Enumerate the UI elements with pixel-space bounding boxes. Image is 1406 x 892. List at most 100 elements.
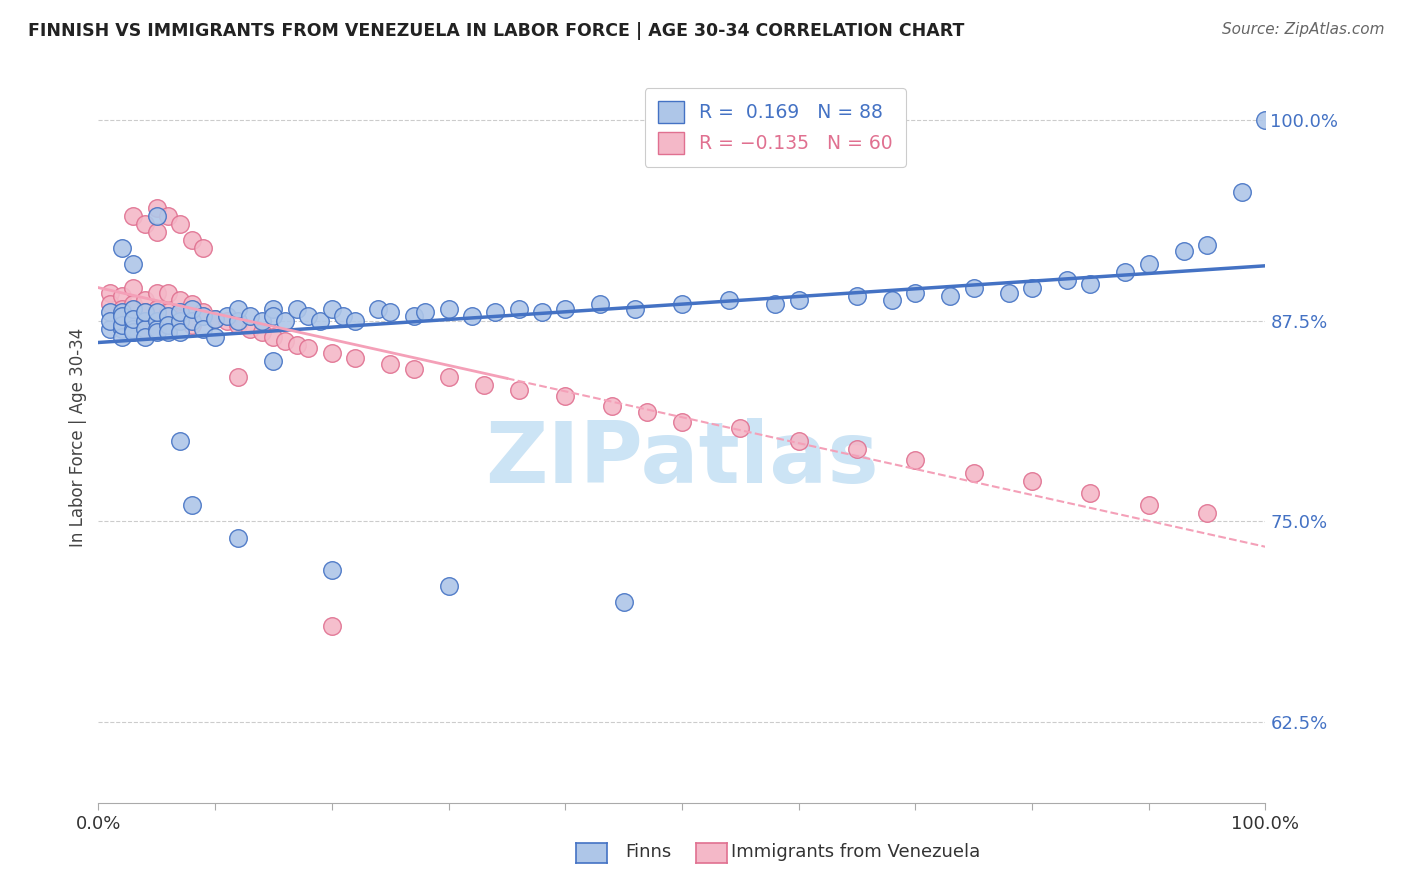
Point <box>111 318 134 333</box>
Point <box>134 293 156 307</box>
Text: ZIPatlas: ZIPatlas <box>485 417 879 500</box>
Text: Source: ZipAtlas.com: Source: ZipAtlas.com <box>1222 22 1385 37</box>
Point <box>204 329 226 343</box>
Point <box>239 321 262 335</box>
Point <box>122 281 145 295</box>
Legend: R =  0.169   N = 88, R = −0.135   N = 60: R = 0.169 N = 88, R = −0.135 N = 60 <box>645 88 905 167</box>
Point <box>193 241 215 255</box>
Point <box>157 209 180 223</box>
Point <box>180 499 202 513</box>
Point <box>111 329 134 343</box>
Point <box>880 293 903 307</box>
Point <box>763 297 786 311</box>
Point <box>787 434 810 449</box>
Point <box>169 313 191 327</box>
Point <box>169 305 191 319</box>
Point <box>228 302 250 317</box>
Point <box>146 209 169 223</box>
Point <box>134 305 156 319</box>
Point <box>1114 265 1136 279</box>
Point <box>321 345 343 359</box>
Point <box>600 399 623 413</box>
Point <box>508 302 530 317</box>
Point <box>461 309 484 323</box>
Point <box>250 313 273 327</box>
Point <box>285 337 308 351</box>
Point <box>146 201 169 215</box>
Point <box>122 313 145 327</box>
Point <box>169 217 191 231</box>
Point <box>437 302 460 317</box>
Point <box>1080 485 1102 500</box>
Point <box>193 321 215 335</box>
Point <box>122 297 145 311</box>
Point <box>169 434 191 449</box>
Point <box>146 286 169 301</box>
Point <box>344 313 367 327</box>
Point <box>285 302 308 317</box>
Point <box>122 325 145 339</box>
Point <box>367 302 389 317</box>
Point <box>157 318 180 333</box>
Point <box>1137 257 1160 271</box>
Point <box>180 318 202 333</box>
Y-axis label: In Labor Force | Age 30-34: In Labor Force | Age 30-34 <box>69 327 87 547</box>
Point <box>380 357 402 371</box>
Point <box>437 369 460 384</box>
Point <box>1080 277 1102 291</box>
Point <box>262 353 284 368</box>
Point <box>98 321 121 335</box>
Point <box>787 293 810 307</box>
Point <box>846 289 869 303</box>
Text: Finns: Finns <box>626 843 672 861</box>
Text: Immigrants from Venezuela: Immigrants from Venezuela <box>731 843 980 861</box>
Point <box>122 209 145 223</box>
Point <box>1021 281 1043 295</box>
Point <box>413 305 436 319</box>
Point <box>730 421 752 435</box>
Point <box>1021 475 1043 489</box>
Point <box>134 313 156 327</box>
Point <box>146 318 169 333</box>
Point <box>472 377 495 392</box>
Point <box>250 325 273 339</box>
Point <box>204 312 226 326</box>
Point <box>228 369 250 384</box>
Point <box>169 293 191 307</box>
Point <box>111 289 134 303</box>
Text: FINNISH VS IMMIGRANTS FROM VENEZUELA IN LABOR FORCE | AGE 30-34 CORRELATION CHAR: FINNISH VS IMMIGRANTS FROM VENEZUELA IN … <box>28 22 965 40</box>
Point <box>98 297 121 311</box>
Point <box>1173 244 1195 259</box>
Point <box>1254 112 1277 127</box>
Point <box>134 321 156 335</box>
Point <box>111 302 134 317</box>
Point <box>180 297 202 311</box>
Point <box>402 361 425 376</box>
Point <box>321 563 343 577</box>
Point <box>111 321 134 335</box>
Point <box>98 305 121 319</box>
Point <box>962 281 984 295</box>
Point <box>239 309 262 323</box>
Point <box>228 318 250 333</box>
Point <box>1195 238 1218 252</box>
Point <box>98 313 121 327</box>
Point <box>180 233 202 247</box>
Point <box>321 302 343 317</box>
Point <box>1137 499 1160 513</box>
Point <box>554 302 576 317</box>
Point <box>111 305 134 319</box>
Point <box>380 305 402 319</box>
Point <box>554 389 576 403</box>
Point <box>111 241 134 255</box>
Point <box>332 309 354 323</box>
Point <box>297 341 319 355</box>
Point <box>157 325 180 339</box>
Point <box>671 415 693 429</box>
Point <box>589 297 612 311</box>
Point <box>98 286 121 301</box>
Point <box>180 302 202 317</box>
Point <box>846 442 869 457</box>
Point <box>157 286 180 301</box>
Point <box>344 351 367 365</box>
